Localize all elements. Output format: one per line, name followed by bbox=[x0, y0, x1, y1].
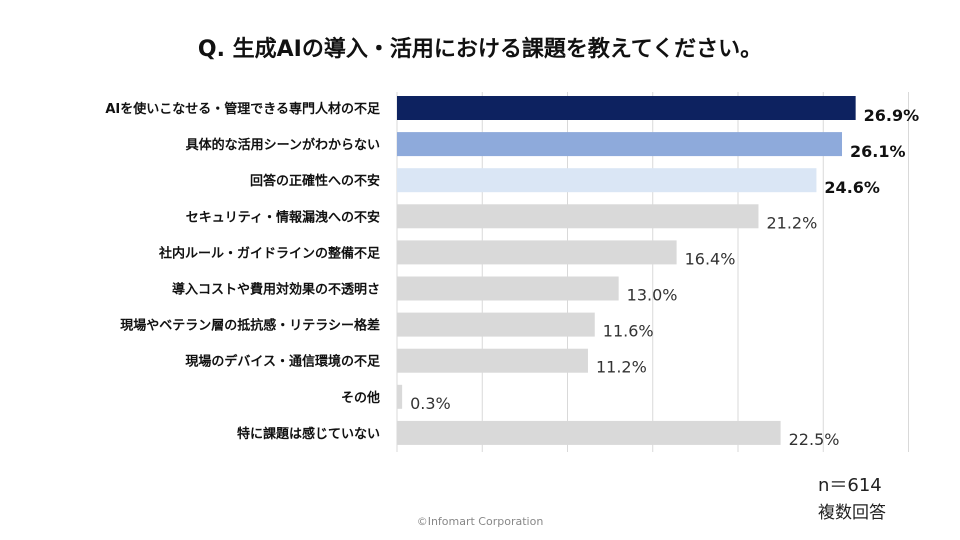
value-label: 11.6% bbox=[603, 322, 654, 341]
value-label: 0.3% bbox=[410, 394, 451, 413]
category-label: 社内ルール・ガイドラインの整備不足 bbox=[158, 245, 381, 261]
category-label: 特に課題は感じていない bbox=[237, 426, 380, 442]
value-label: 26.9% bbox=[864, 106, 920, 125]
category-label: 具体的な活用シーンがわからない bbox=[186, 137, 380, 153]
chart-title: Q. 生成AIの導入・活用における課題を教えてください。 bbox=[197, 37, 763, 62]
value-label: 22.5% bbox=[789, 430, 840, 449]
bar bbox=[397, 132, 843, 157]
bar bbox=[397, 348, 588, 373]
bar bbox=[397, 204, 759, 229]
category-label: 現場やベテラン層の抵抗感・リテラシー格差 bbox=[120, 318, 380, 334]
category-label: 回答の正確性への不安 bbox=[250, 173, 380, 189]
bar bbox=[397, 312, 595, 337]
bar bbox=[397, 276, 619, 301]
bar bbox=[397, 168, 817, 193]
value-label: 13.0% bbox=[627, 286, 678, 305]
value-label: 16.4% bbox=[685, 249, 736, 268]
copyright-text: ©Infomart Corporation bbox=[416, 515, 544, 528]
category-label: 導入コストや費用対効果の不透明さ bbox=[172, 282, 380, 298]
value-label: 26.1% bbox=[850, 142, 906, 161]
sample-size-label: n＝614 bbox=[818, 475, 882, 496]
category-label: 現場のデバイス・通信環境の不足 bbox=[185, 354, 381, 370]
category-label: AIを使いこなせる・管理できる専門人材の不足 bbox=[105, 101, 381, 117]
multiple-answer-note: 複数回答 bbox=[818, 503, 886, 523]
value-label: 24.6% bbox=[824, 178, 880, 197]
bar bbox=[397, 96, 856, 120]
bar bbox=[397, 420, 781, 445]
category-label: その他 bbox=[341, 390, 380, 406]
value-label: 11.2% bbox=[596, 358, 647, 377]
value-label: 21.2% bbox=[766, 213, 817, 232]
bar bbox=[397, 384, 403, 409]
category-label: セキュリティ・情報漏洩への不安 bbox=[186, 209, 380, 225]
bar bbox=[397, 240, 677, 265]
